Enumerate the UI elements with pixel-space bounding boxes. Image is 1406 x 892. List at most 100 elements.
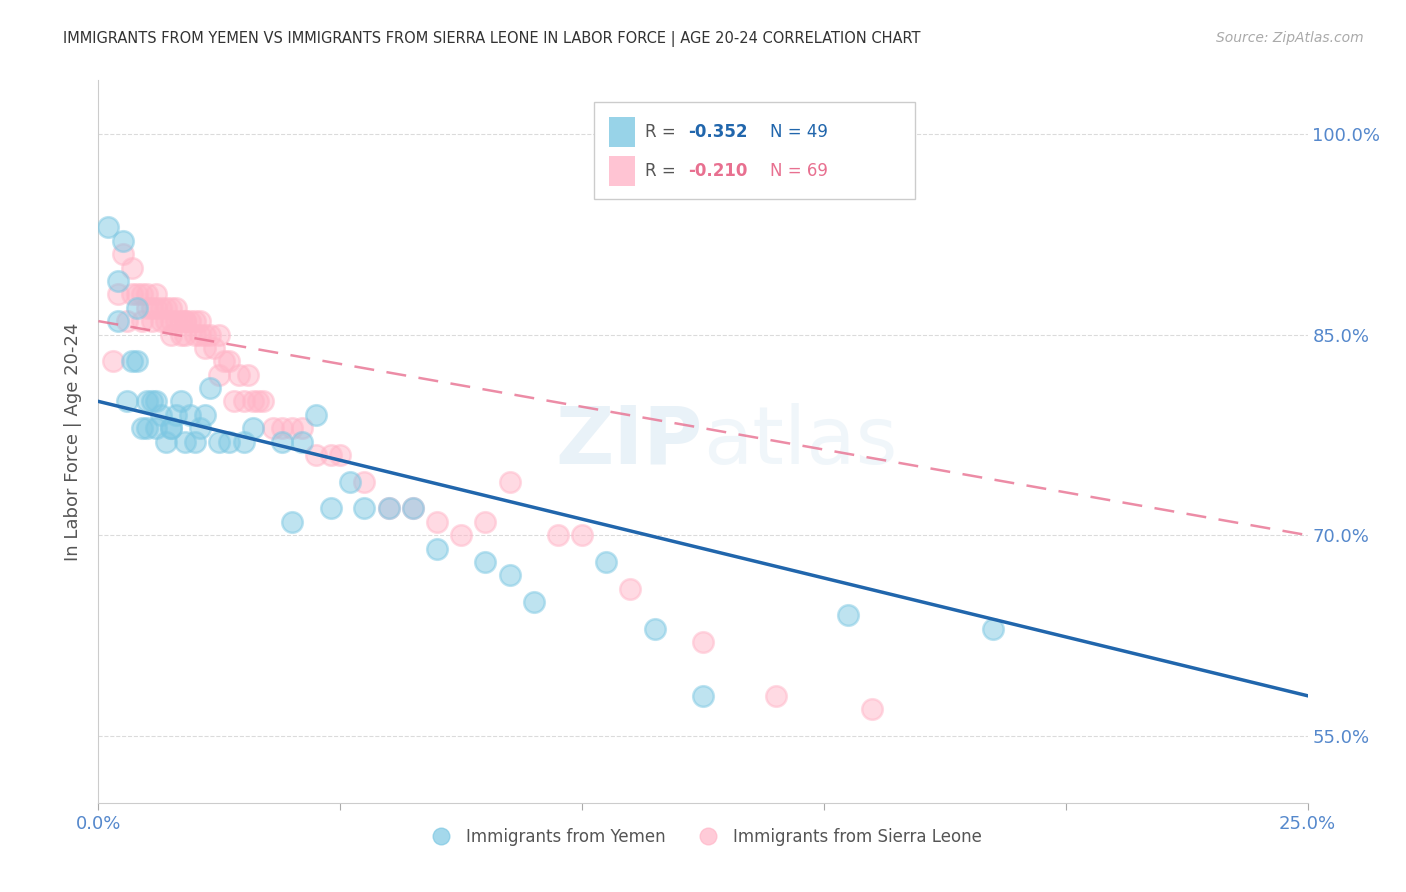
Point xyxy=(135,287,157,301)
Point xyxy=(571,528,593,542)
Point xyxy=(117,394,139,409)
Point xyxy=(218,434,240,449)
Point xyxy=(247,394,270,409)
Point xyxy=(121,260,143,275)
Point xyxy=(107,287,129,301)
Point xyxy=(150,301,173,315)
Point xyxy=(595,555,617,569)
Text: -0.210: -0.210 xyxy=(689,162,748,180)
Point xyxy=(121,354,143,368)
Text: N = 69: N = 69 xyxy=(769,162,827,180)
Point xyxy=(692,689,714,703)
Point xyxy=(160,421,183,435)
Text: atlas: atlas xyxy=(703,402,897,481)
Point xyxy=(131,314,153,328)
Point xyxy=(121,287,143,301)
Point xyxy=(141,394,163,409)
Point xyxy=(101,354,124,368)
Point xyxy=(97,220,120,235)
Point xyxy=(198,327,221,342)
Point xyxy=(184,327,207,342)
Point xyxy=(252,394,274,409)
Point xyxy=(194,327,217,342)
Point xyxy=(212,354,235,368)
Text: N = 49: N = 49 xyxy=(769,123,827,141)
Point xyxy=(107,314,129,328)
Point xyxy=(194,408,217,422)
Text: R =: R = xyxy=(645,162,681,180)
Point xyxy=(329,448,352,462)
Point xyxy=(402,501,425,516)
Point xyxy=(141,301,163,315)
Y-axis label: In Labor Force | Age 20-24: In Labor Force | Age 20-24 xyxy=(63,322,82,561)
FancyBboxPatch shape xyxy=(609,156,636,186)
Point xyxy=(188,327,211,342)
Text: Source: ZipAtlas.com: Source: ZipAtlas.com xyxy=(1216,31,1364,45)
Point xyxy=(426,515,449,529)
Point xyxy=(150,408,173,422)
Point xyxy=(169,327,191,342)
Point xyxy=(160,314,183,328)
Point xyxy=(174,327,197,342)
Point xyxy=(127,354,149,368)
Point xyxy=(271,421,294,435)
Text: -0.352: -0.352 xyxy=(689,123,748,141)
Point xyxy=(262,421,284,435)
Point xyxy=(135,421,157,435)
Point xyxy=(860,702,883,716)
Point xyxy=(127,301,149,315)
Point xyxy=(145,421,167,435)
Point xyxy=(353,501,375,516)
Point xyxy=(290,421,312,435)
Point xyxy=(1128,876,1150,890)
Point xyxy=(238,368,260,382)
Point xyxy=(353,475,375,489)
Point xyxy=(765,689,787,703)
Point xyxy=(232,394,254,409)
Point xyxy=(402,501,425,516)
Point xyxy=(135,394,157,409)
Point xyxy=(339,475,361,489)
Text: IMMIGRANTS FROM YEMEN VS IMMIGRANTS FROM SIERRA LEONE IN LABOR FORCE | AGE 20-24: IMMIGRANTS FROM YEMEN VS IMMIGRANTS FROM… xyxy=(63,31,921,47)
Point xyxy=(165,301,187,315)
Point xyxy=(179,408,201,422)
Point xyxy=(184,314,207,328)
Text: R =: R = xyxy=(645,123,681,141)
Point xyxy=(377,501,399,516)
Point xyxy=(208,327,231,342)
Point xyxy=(305,408,328,422)
Point xyxy=(135,301,157,315)
Point xyxy=(474,555,496,569)
Point xyxy=(188,314,211,328)
Point xyxy=(174,314,197,328)
Point xyxy=(179,314,201,328)
Point xyxy=(644,622,666,636)
Point xyxy=(204,341,226,355)
Point xyxy=(174,314,197,328)
Point xyxy=(305,448,328,462)
Point xyxy=(131,287,153,301)
FancyBboxPatch shape xyxy=(595,102,915,200)
Point xyxy=(290,434,312,449)
FancyBboxPatch shape xyxy=(609,117,636,147)
Point xyxy=(218,354,240,368)
Point xyxy=(377,501,399,516)
Point xyxy=(188,421,211,435)
Point xyxy=(160,327,183,342)
Point xyxy=(131,421,153,435)
Point xyxy=(155,314,177,328)
Point xyxy=(450,528,472,542)
Point xyxy=(837,608,859,623)
Point xyxy=(692,635,714,649)
Point xyxy=(145,301,167,315)
Point xyxy=(111,234,134,248)
Point xyxy=(547,528,569,542)
Point xyxy=(165,408,187,422)
Point xyxy=(319,501,342,516)
Point xyxy=(271,434,294,449)
Point xyxy=(127,287,149,301)
Point xyxy=(228,368,250,382)
Point xyxy=(145,394,167,409)
Point xyxy=(194,341,217,355)
Point xyxy=(169,314,191,328)
